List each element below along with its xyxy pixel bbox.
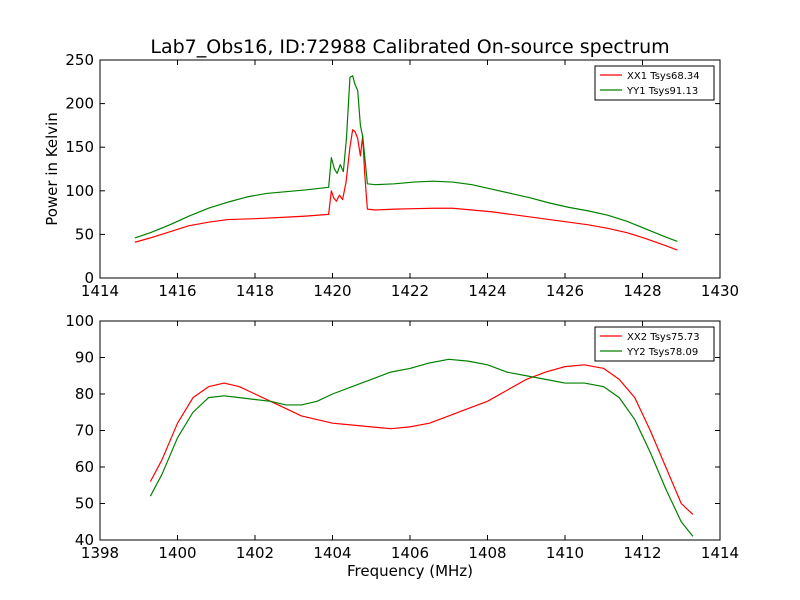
top-x-tick-label: 1424 (468, 282, 506, 300)
top-x-tick-label: 1428 (623, 282, 661, 300)
bottom-y-tick-label: 50 (75, 495, 94, 513)
bottom-spectrum-panel: 1398 1400 1402 1404 1406 1408 1410 1412 1414 40 50… (65, 312, 739, 580)
top-series-line-2 (134, 75, 678, 242)
bottom-x-tick-label: 1404 (313, 544, 351, 562)
bottom-series-line-2 (149, 358, 694, 537)
top-y-axis-label: Power in Kelvin (43, 112, 61, 226)
bottom-series-line-1 (149, 364, 694, 515)
top-spectrum-panel: 1414 1416 1418 1420 1422 1424 1426 1428 1430 0 50 1… (43, 51, 739, 300)
bottom-y-tick-label: 70 (75, 422, 94, 440)
top-legend-entry: YY1 Tsys91.13 (626, 86, 698, 97)
top-y-tick-label: 100 (65, 182, 94, 200)
top-legend: XX1 Tsys68.34 YY1 Tsys91.13 (594, 65, 715, 101)
bottom-x-tick-label: 1414 (701, 544, 739, 562)
top-x-tick-label: 1418 (236, 282, 274, 300)
top-y-tick-label: 50 (75, 225, 94, 243)
bottom-y-tick-label: 90 (75, 349, 94, 367)
bottom-legend: XX2 Tsys75.73 YY2 Tsys78.09 (594, 326, 715, 362)
top-legend-entry: XX1 Tsys68.34 (627, 71, 700, 82)
bottom-y-tick-label: 40 (75, 531, 94, 549)
top-y-tick-label: 150 (65, 138, 94, 156)
bottom-x-tick-label: 1398 (81, 544, 119, 562)
chart-title: Lab7_Obs16, ID:72988 Calibrated On-sourc… (150, 36, 669, 58)
bottom-legend-entry: YY2 Tsys78.09 (626, 347, 698, 358)
bottom-x-tick-label: 1410 (546, 544, 584, 562)
bottom-x-tick-label: 1412 (623, 544, 661, 562)
top-x-tick-label: 1422 (391, 282, 429, 300)
top-x-tick-label: 1430 (701, 282, 739, 300)
top-y-tick-label: 250 (65, 51, 94, 69)
bottom-y-tick-label: 100 (65, 312, 94, 330)
top-x-tick-label: 1416 (158, 282, 196, 300)
top-y-tick-label: 200 (65, 95, 94, 113)
top-x-tick-label: 1426 (546, 282, 584, 300)
top-series-line-1 (134, 129, 678, 251)
bottom-x-tick-label: 1400 (158, 544, 196, 562)
bottom-x-axis-label: Frequency (MHz) (347, 562, 473, 580)
top-x-tick-label: 1420 (313, 282, 351, 300)
bottom-x-tick-label: 1408 (468, 544, 506, 562)
top-x-tick-label: 1414 (81, 282, 119, 300)
bottom-x-tick-label: 1406 (391, 544, 429, 562)
bottom-y-tick-label: 60 (75, 458, 94, 476)
bottom-y-tick-label: 80 (75, 385, 94, 403)
bottom-x-tick-label: 1402 (236, 544, 274, 562)
top-y-tick-label: 0 (84, 269, 94, 287)
bottom-legend-entry: XX2 Tsys75.73 (627, 332, 700, 343)
